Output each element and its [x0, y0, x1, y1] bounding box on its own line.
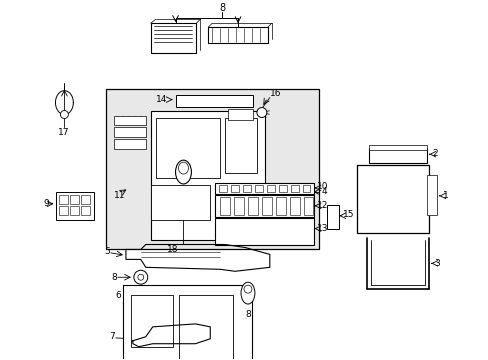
Bar: [81, 195, 90, 204]
Text: 17: 17: [59, 128, 70, 137]
Bar: [224, 118, 256, 173]
Bar: [220, 197, 230, 215]
Text: 16: 16: [269, 89, 281, 98]
Bar: [106, 89, 319, 249]
Bar: [289, 197, 299, 215]
Text: 9: 9: [43, 199, 49, 208]
Text: 6: 6: [115, 291, 121, 300]
Text: 1: 1: [442, 192, 447, 201]
Bar: [368, 148, 426, 163]
Bar: [70, 206, 79, 215]
Bar: [368, 145, 426, 150]
Text: 4: 4: [321, 188, 326, 197]
Text: 12: 12: [317, 201, 328, 210]
Text: 14: 14: [156, 95, 167, 104]
Bar: [215, 218, 314, 246]
Ellipse shape: [178, 162, 188, 174]
Bar: [60, 206, 68, 215]
Text: 2: 2: [432, 149, 437, 158]
Text: 11: 11: [114, 192, 125, 201]
Bar: [178, 295, 233, 360]
Bar: [326, 205, 339, 229]
Circle shape: [134, 270, 147, 284]
Ellipse shape: [244, 285, 251, 293]
Bar: [122, 285, 251, 360]
Circle shape: [61, 111, 68, 118]
Bar: [150, 23, 196, 53]
Bar: [114, 127, 145, 137]
Bar: [278, 185, 286, 192]
Bar: [247, 197, 257, 215]
Bar: [114, 139, 145, 149]
Bar: [150, 185, 210, 220]
Bar: [150, 111, 264, 239]
Bar: [219, 185, 226, 192]
Bar: [155, 118, 220, 178]
Text: 13: 13: [317, 224, 328, 233]
Circle shape: [138, 274, 143, 280]
Bar: [303, 197, 313, 215]
Bar: [70, 195, 79, 204]
Bar: [215, 195, 314, 217]
Bar: [290, 185, 298, 192]
Bar: [234, 197, 244, 215]
Text: 18: 18: [166, 245, 178, 254]
Text: 8: 8: [219, 3, 225, 13]
Bar: [215, 183, 314, 194]
Bar: [356, 165, 427, 233]
Circle shape: [256, 108, 266, 117]
Bar: [266, 185, 274, 192]
Bar: [302, 185, 310, 192]
Bar: [275, 197, 285, 215]
Bar: [426, 175, 436, 215]
Bar: [114, 116, 145, 125]
Text: 5: 5: [104, 247, 110, 256]
Bar: [228, 109, 252, 121]
Bar: [81, 206, 90, 215]
Ellipse shape: [241, 282, 254, 304]
Bar: [175, 95, 252, 107]
Text: 15: 15: [343, 210, 354, 219]
Ellipse shape: [175, 160, 191, 184]
Text: 8: 8: [111, 273, 117, 282]
Text: 3: 3: [434, 259, 439, 268]
Bar: [208, 27, 267, 43]
Text: 7: 7: [109, 332, 115, 341]
Bar: [231, 185, 239, 192]
Bar: [243, 185, 250, 192]
Bar: [254, 185, 263, 192]
Bar: [262, 197, 271, 215]
Text: 8: 8: [244, 310, 250, 319]
Bar: [60, 195, 68, 204]
Bar: [56, 192, 94, 220]
Text: 10: 10: [317, 183, 328, 192]
Bar: [131, 295, 172, 347]
